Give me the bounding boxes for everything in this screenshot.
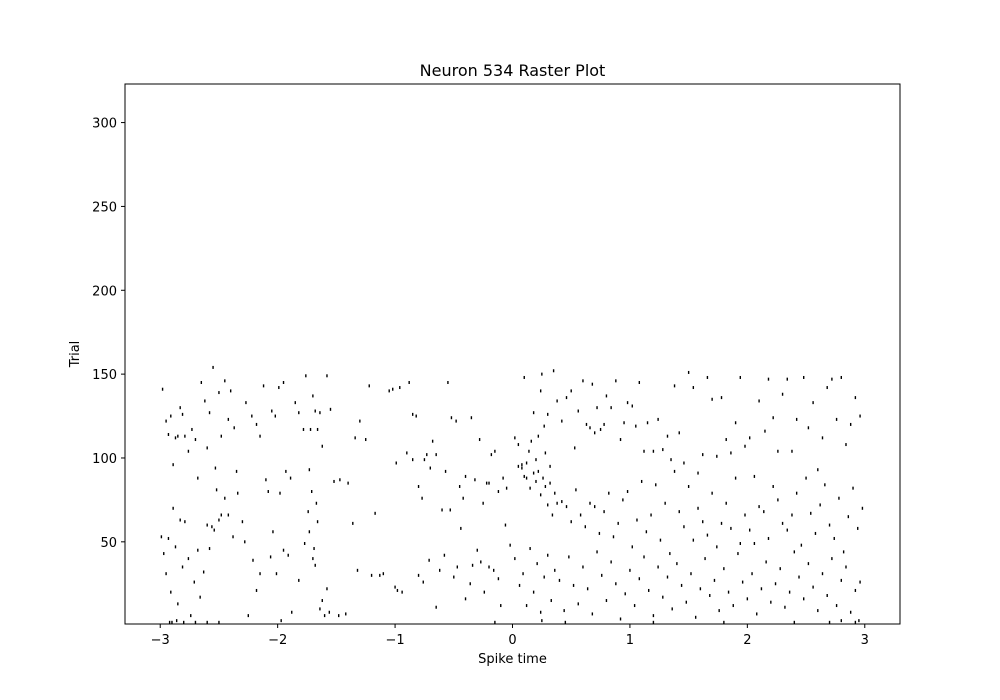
x-tick-label: −1 <box>385 633 404 648</box>
plot-area-frame <box>124 83 901 625</box>
y-tick-label: 100 <box>92 452 117 467</box>
x-axis-label: Spike time <box>478 652 547 667</box>
y-axis-label: Trial <box>68 341 83 369</box>
y-tick-label: 200 <box>92 284 117 299</box>
x-tick-label: −3 <box>151 633 170 648</box>
y-tick-label: 150 <box>92 368 117 383</box>
x-tick-label: 0 <box>508 633 516 648</box>
chart-title: Neuron 534 Raster Plot <box>420 61 606 80</box>
spike-marks <box>160 365 864 624</box>
y-tick-label: 50 <box>100 536 117 551</box>
y-tick-label: 250 <box>92 200 117 215</box>
y-tick-label: 300 <box>92 117 117 132</box>
y-axis-ticks: 50 100 150 200 250 300 <box>92 117 125 551</box>
x-tick-label: −2 <box>268 633 287 648</box>
x-tick-label: 3 <box>861 633 869 648</box>
x-axis-ticks: −3 −2 −1 0 1 2 3 <box>151 624 869 648</box>
x-tick-label: 2 <box>743 633 751 648</box>
x-tick-label: 1 <box>626 633 634 648</box>
